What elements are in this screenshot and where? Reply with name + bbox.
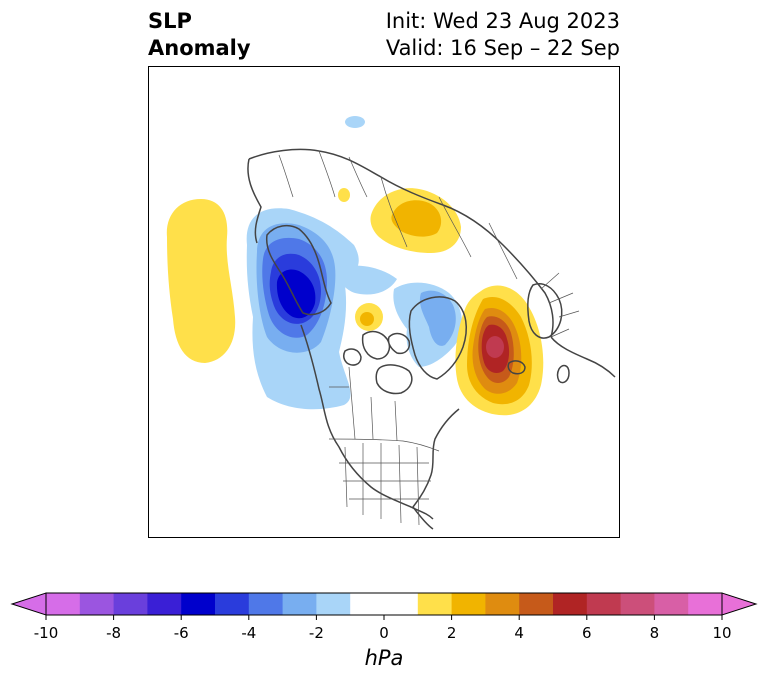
map-title: SLP Anomaly: [148, 8, 251, 62]
colorbar-tick-label: -10: [33, 624, 59, 642]
title-line-1: SLP: [148, 9, 192, 33]
coastline-ne-asia: [247, 158, 262, 244]
map-panel: [148, 66, 620, 538]
init-date: Init: Wed 23 Aug 2023: [385, 9, 620, 33]
colorbar-bin: [384, 593, 419, 615]
colorbar-tick-label: -8: [106, 624, 122, 642]
border-canada-provinces: [329, 366, 398, 442]
colorbar-tick-label: 10: [712, 624, 732, 642]
forecast-dates: Init: Wed 23 Aug 2023 Valid: 16 Sep – 22…: [386, 8, 620, 62]
colorbar-bin: [417, 593, 453, 615]
coastline-hudson-bay: [375, 364, 413, 395]
colorbar-tick-label: -4: [241, 624, 257, 642]
anomaly-positive-north-2: [391, 200, 442, 237]
coastline-uk: [556, 364, 570, 384]
colorbar-bin: [654, 593, 689, 615]
colorbar-bin: [113, 593, 148, 615]
anomaly-negative-belt: [337, 265, 397, 295]
colorbar-bin: [519, 593, 554, 615]
border-us-canada: [328, 438, 440, 452]
colorbar-bin: [316, 593, 351, 615]
colorbar-bin: [451, 593, 486, 615]
colorbar-bin: [282, 593, 317, 615]
title-line-2: Anomaly: [148, 36, 251, 60]
valid-range: Valid: 16 Sep – 22 Sep: [385, 36, 620, 60]
colorbar-tick-label: 6: [582, 624, 592, 642]
colorbar-bin: [586, 593, 622, 615]
colorbar-bin: [620, 593, 655, 615]
colorbar-tick-label: 0: [379, 624, 389, 642]
anomaly-positive-small: [338, 188, 350, 202]
anomaly-negative-east-2: [419, 290, 456, 346]
colorbar-bin: [248, 593, 284, 615]
anomaly-fills: [166, 116, 544, 416]
colorbar-tick-label: -2: [308, 624, 324, 642]
coastline-arctic-islands: [342, 330, 411, 366]
anomaly-positive-center-core: [360, 312, 374, 326]
coastline-scandinavia: [527, 283, 563, 339]
anomaly-positive-west: [166, 199, 236, 363]
colorbar-bin: [79, 593, 115, 615]
coastline-europe: [550, 336, 616, 378]
colorbar-bin: [688, 593, 723, 615]
borders: [278, 150, 580, 526]
colorbar-bin: [350, 593, 385, 615]
coastline-na-west: [300, 324, 434, 520]
coastline-greenland: [408, 296, 468, 380]
slp-anomaly-map: [166, 116, 616, 530]
anomaly-positive-atlantic-core: [486, 336, 504, 358]
colorbar-bin: [181, 593, 216, 615]
coastline-alaska: [265, 224, 332, 316]
colorbar-bin: [147, 593, 182, 615]
colorbar-bin: [485, 593, 520, 615]
border-europe: [540, 272, 580, 338]
colorbar-bar: [10, 592, 758, 620]
colorbar-bin: [553, 593, 588, 615]
coastline-iceland: [507, 360, 526, 375]
colorbar-extend-max: [721, 592, 758, 616]
colorbar-tick-label: 4: [514, 624, 524, 642]
colorbar-tick-label: 2: [446, 624, 457, 642]
colorbar-tick-label: -6: [173, 624, 189, 642]
colorbar: -10 -8 -6 -4 -2 0 2 4 6 8 10 hPa: [0, 580, 768, 680]
border-asia: [278, 150, 368, 198]
colorbar-bin: [215, 593, 250, 615]
border-russia: [380, 176, 518, 280]
colorbar-extend-min: [10, 592, 47, 616]
colorbar-units: hPa: [364, 646, 404, 670]
colorbar-tick-label: 8: [649, 624, 660, 642]
anomaly-blue-north: [345, 116, 365, 128]
border-us-states: [339, 443, 431, 526]
colorbar-bin: [46, 593, 81, 615]
